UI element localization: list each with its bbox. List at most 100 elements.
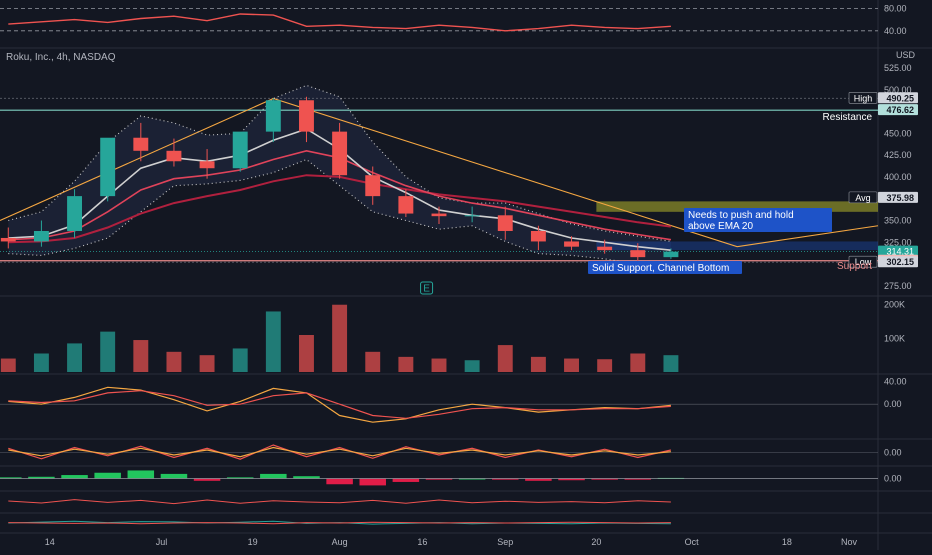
x-tick-label: Jul <box>156 537 168 547</box>
note-support-text: Solid Support, Channel Bottom <box>592 263 729 274</box>
histogram-bar <box>359 478 386 486</box>
low-tag-bg <box>848 255 878 268</box>
volume-bar <box>564 358 579 372</box>
candle-body <box>365 175 381 197</box>
x-tick-label: Sep <box>497 537 513 547</box>
low-value-label-bg <box>878 256 918 268</box>
y-tick-label: 100K <box>884 333 905 343</box>
signal-line <box>8 390 671 419</box>
channel-zone <box>596 241 878 251</box>
candle-body <box>398 196 414 214</box>
volume-bar <box>133 340 149 372</box>
y-tick-label: 450.00 <box>884 128 912 138</box>
high-tag: High <box>854 93 873 103</box>
trendline <box>0 97 879 248</box>
volume-bar <box>597 359 613 372</box>
histogram-bar <box>458 478 486 480</box>
volume-bar <box>663 355 679 372</box>
osc-slow-line <box>8 446 671 458</box>
histogram-bar <box>61 475 88 479</box>
volume-bar <box>0 358 16 372</box>
candle-body <box>133 137 149 151</box>
avg-tag: Avg <box>855 193 870 203</box>
avg-tag-bg <box>848 191 878 204</box>
x-tick-label: 19 <box>248 537 258 547</box>
symbol-title[interactable]: Roku, Inc., 4h, NASDAQ <box>6 52 116 63</box>
candle-body <box>464 215 480 217</box>
candle-body <box>33 230 49 242</box>
volume-bar <box>100 331 116 372</box>
avg-zone <box>596 201 878 212</box>
volume-bar <box>398 356 414 372</box>
candle-body <box>299 100 314 132</box>
histogram-bar <box>392 478 420 482</box>
volume-bar <box>299 335 314 372</box>
avg-value-label: 375.98 <box>886 193 914 203</box>
histogram-bar <box>127 470 155 479</box>
y-tick-label: 0.00 <box>884 474 902 484</box>
histogram-bar <box>492 478 519 480</box>
last-price-label-bg <box>878 245 918 257</box>
y-tick-label: 200K <box>884 300 905 310</box>
note-ema-box[interactable] <box>684 208 832 232</box>
x-tick-label: Aug <box>332 537 348 547</box>
y-tick-label: 325.00 <box>884 237 912 247</box>
last-price-label: 314.31 <box>886 247 914 257</box>
histogram-bar <box>0 477 22 479</box>
volume-bar <box>365 351 381 372</box>
histogram-bar <box>260 473 287 479</box>
volume-bar <box>332 304 348 372</box>
high-tag-bg <box>848 91 878 104</box>
high-value-label-bg <box>878 92 918 104</box>
histogram-bar <box>226 477 254 479</box>
candle-body <box>265 100 281 132</box>
y-tick-label: 525.00 <box>884 63 912 73</box>
volume-bar <box>265 311 281 372</box>
volume-bar <box>630 353 646 372</box>
pane6-line <box>8 499 671 505</box>
low-value-label: 302.15 <box>886 257 914 267</box>
candle-body <box>232 131 248 169</box>
resistance-text: Resistance <box>823 112 873 123</box>
y-tick-label: 425.00 <box>884 150 912 160</box>
bollinger-lower <box>8 158 671 265</box>
earnings-marker-box[interactable] <box>420 281 434 295</box>
histogram-bar <box>558 478 585 481</box>
y-tick-label: 40.00 <box>884 26 907 36</box>
y-tick-label: 500.00 <box>884 85 912 95</box>
candle-body <box>67 196 83 231</box>
candle-body <box>663 251 679 258</box>
note-support-box[interactable] <box>588 261 742 274</box>
histogram-bar <box>160 473 188 479</box>
histogram-bar <box>193 478 221 481</box>
y-tick-label: 275.00 <box>884 281 912 291</box>
pane7-red-line <box>8 521 671 525</box>
histogram-bar <box>525 478 552 481</box>
bollinger-upper <box>8 84 671 242</box>
note-ema-line1: Needs to push and hold <box>688 210 794 221</box>
histogram-bar <box>624 478 652 480</box>
candle-body <box>332 131 348 176</box>
y-tick-label: 40.00 <box>884 377 907 387</box>
y-tick-label: 350.00 <box>884 216 912 226</box>
candle-body <box>497 215 513 231</box>
x-tick-label: 20 <box>591 537 601 547</box>
resistance-value-label: 476.62 <box>886 105 914 115</box>
y-tick-label: 400.00 <box>884 172 912 182</box>
histogram-bar <box>94 472 121 479</box>
candle-body <box>0 237 16 242</box>
histogram-bar <box>591 478 618 480</box>
candle-body <box>530 230 546 242</box>
volume-bar <box>530 356 546 372</box>
histogram-bar <box>425 478 453 480</box>
candle-body <box>199 161 215 169</box>
candle-body <box>431 213 447 217</box>
x-tick-label: Oct <box>685 537 700 547</box>
x-tick-label: 16 <box>417 537 427 547</box>
histogram-bar <box>28 476 55 479</box>
candle-body <box>597 246 613 251</box>
low-tag: Low <box>855 257 872 267</box>
candle-body <box>100 137 116 197</box>
currency-label[interactable]: USD <box>896 50 916 60</box>
